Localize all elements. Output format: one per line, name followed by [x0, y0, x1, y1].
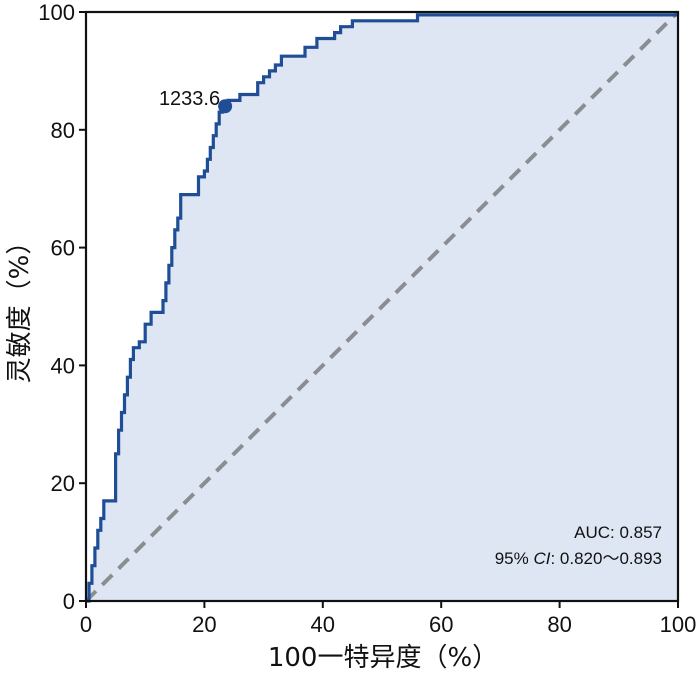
cutoff-point-label: 1233.6	[159, 88, 220, 110]
x-tick-label: 100	[660, 612, 697, 637]
x-tick-label: 60	[429, 612, 453, 637]
x-tick-label: 80	[547, 612, 571, 637]
roc-curve-series	[86, 13, 678, 603]
y-tick-label: 0	[63, 589, 75, 614]
x-tick-label: 0	[80, 612, 92, 637]
y-tick-label: 80	[51, 118, 75, 143]
plot-frame	[84, 10, 680, 603]
y-tick-label: 100	[38, 0, 75, 25]
ci-suffix: : 0.820～0.893	[550, 549, 662, 568]
y-tick-label: 20	[51, 471, 75, 496]
y-axis: 0 20 40 60 80 100	[38, 0, 86, 614]
plot-area: 1233.6	[84, 10, 680, 603]
ci-prefix: 95%	[495, 549, 534, 568]
reference-diagonal	[84, 10, 680, 603]
y-tick-label: 60	[51, 236, 75, 261]
x-axis-title: 100一特异度（%）	[268, 643, 498, 673]
x-tick-label: 40	[311, 612, 335, 637]
auc-annotation: AUC: 0.857	[574, 523, 662, 542]
x-tick-label: 20	[192, 612, 216, 637]
cutoff-point-marker	[218, 99, 233, 114]
y-tick-label: 40	[51, 353, 75, 378]
x-axis: 0 20 40 60 80 100	[80, 601, 696, 637]
ci-italic: CI	[533, 549, 550, 568]
y-axis-title: 灵敏度（%）	[5, 229, 35, 384]
ci-annotation: 95% CI: 0.820～0.893	[495, 549, 662, 568]
